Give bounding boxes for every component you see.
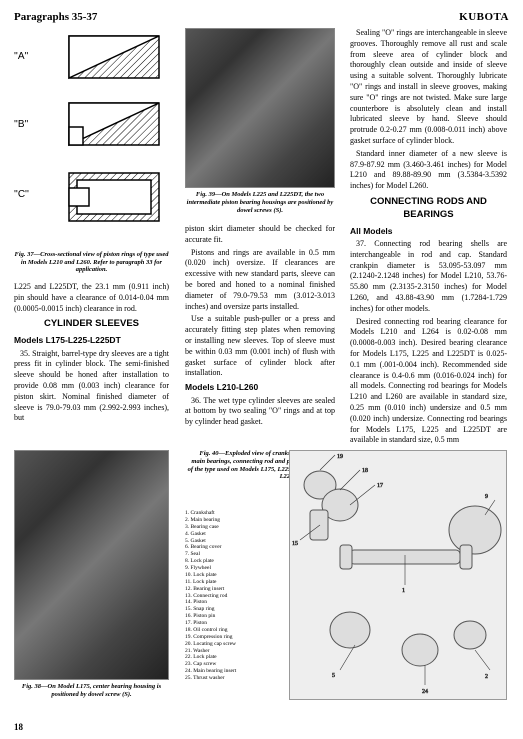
- svg-text:2: 2: [485, 674, 488, 680]
- fig40-parts-list: 1. Crankshaft2. Main bearing3. Bearing c…: [185, 510, 285, 682]
- fig37-label-b: ''B'': [14, 118, 28, 132]
- fig39-photo: [185, 28, 335, 188]
- models-210-subhead: Models L210-L260: [185, 382, 335, 393]
- parts-list-item: 12. Bearing insert: [185, 586, 285, 593]
- fig38-photo: [14, 450, 169, 680]
- page-number: 18: [14, 721, 23, 733]
- fig39-block: Fig. 39—On Models L225 and L225DT, the t…: [185, 28, 335, 214]
- parts-list-item: 9. Flywheel: [185, 565, 285, 572]
- svg-text:1: 1: [402, 588, 405, 594]
- parts-list-item: 18. Oil control ring: [185, 627, 285, 634]
- fig39-caption: Fig. 39—On Models L225 and L225DT, the t…: [185, 191, 335, 214]
- svg-text:15: 15: [292, 541, 298, 547]
- parts-list-item: 10. Lock plate: [185, 572, 285, 579]
- parts-list-item: 20. Locating cap screw: [185, 641, 285, 648]
- col2-p3: Use a suitable push-puller or a press an…: [185, 314, 335, 379]
- column-3: Sealing "O" rings are interchangeable in…: [350, 28, 507, 448]
- header-paragraphs-label: Paragraphs 35-37: [14, 10, 97, 25]
- parts-list-item: 24. Main bearing insert: [185, 668, 285, 675]
- parts-list-item: 16. Piston pin: [185, 613, 285, 620]
- parts-list-item: 2. Main bearing: [185, 517, 285, 524]
- page-header: Paragraphs 35-37 KUBOTA: [14, 10, 509, 25]
- col3-p4: Desired connecting rod bearing clearance…: [350, 317, 507, 447]
- fig37-label-c: ''C'': [14, 188, 29, 202]
- svg-text:19: 19: [337, 454, 343, 460]
- parts-list-item: 7. Seal: [185, 551, 285, 558]
- parts-list-item: 11. Lock plate: [185, 579, 285, 586]
- models-175-subhead: Models L175-L225-L225DT: [14, 335, 169, 346]
- cylinder-sleeves-heading: CYLINDER SLEEVES: [14, 318, 169, 331]
- connecting-rods-heading: CONNECTING RODS AND BEARINGS: [350, 196, 507, 222]
- fig37-diagram: [14, 28, 169, 243]
- fig38-caption: Fig. 38—On Model L175, center bearing ho…: [14, 683, 169, 699]
- parts-list-item: 23. Cap screw: [185, 661, 285, 668]
- svg-text:9: 9: [485, 494, 488, 500]
- column-2: piston skirt diameter should be checked …: [185, 224, 335, 430]
- parts-list-item: 3. Bearing case: [185, 524, 285, 531]
- parts-list-item: 22. Lock plate: [185, 654, 285, 661]
- parts-list-item: 19. Compression ring: [185, 634, 285, 641]
- fig37-caption: Fig. 37—Cross-sectional view of piston r…: [14, 251, 169, 274]
- svg-text:24: 24: [422, 689, 428, 695]
- parts-list-item: 5. Gasket: [185, 538, 285, 545]
- fig40-caption: Fig. 40—Exploded view of crankshaft, mai…: [185, 450, 303, 481]
- col1-p2: 35. Straight, barrel-type dry sleeves ar…: [14, 349, 169, 425]
- col3-p3: 37. Connecting rod bearing shells are in…: [350, 239, 507, 315]
- col3-p1: Sealing "O" rings are interchangeable in…: [350, 28, 507, 147]
- column-1: L225 and L225DT, the 23.1 mm (0.911 inch…: [14, 282, 169, 426]
- col2-p1: piston skirt diameter should be checked …: [185, 224, 335, 246]
- svg-text:18: 18: [362, 468, 368, 474]
- header-brand: KUBOTA: [459, 10, 509, 25]
- col2-p2: Pistons and rings are available in 0.5 m…: [185, 248, 335, 313]
- parts-list-item: 14. Piston: [185, 599, 285, 606]
- parts-list-item: 13. Connecting rod: [185, 593, 285, 600]
- col3-p2: Standard inner diameter of a new sleeve …: [350, 149, 507, 192]
- svg-text:17: 17: [377, 483, 383, 489]
- col2-p4: 36. The wet type cylinder sleeves are se…: [185, 396, 335, 428]
- fig37-label-a: ''A'': [14, 50, 28, 64]
- col1-p1: L225 and L225DT, the 23.1 mm (0.911 inch…: [14, 282, 169, 314]
- fig38-block: Fig. 38—On Model L175, center bearing ho…: [14, 450, 169, 699]
- parts-list-item: 15. Snap ring: [185, 606, 285, 613]
- fig37-block: ''A'' ''B'' ''C'' Fig. 37—Cross-sectiona…: [14, 28, 169, 274]
- parts-list-item: 6. Bearing cover: [185, 544, 285, 551]
- fig40-diagram: 19 18 17 15 9 1 5 24 2: [289, 450, 507, 700]
- parts-list-item: 8. Lock plate: [185, 558, 285, 565]
- all-models-subhead: All Models: [350, 226, 507, 237]
- parts-list-item: 25. Thrust washer: [185, 675, 285, 682]
- parts-list-item: 21. Washer: [185, 648, 285, 655]
- parts-list-item: 17. Piston: [185, 620, 285, 627]
- parts-list-item: 4. Gasket: [185, 531, 285, 538]
- svg-text:5: 5: [332, 673, 335, 679]
- parts-list-item: 1. Crankshaft: [185, 510, 285, 517]
